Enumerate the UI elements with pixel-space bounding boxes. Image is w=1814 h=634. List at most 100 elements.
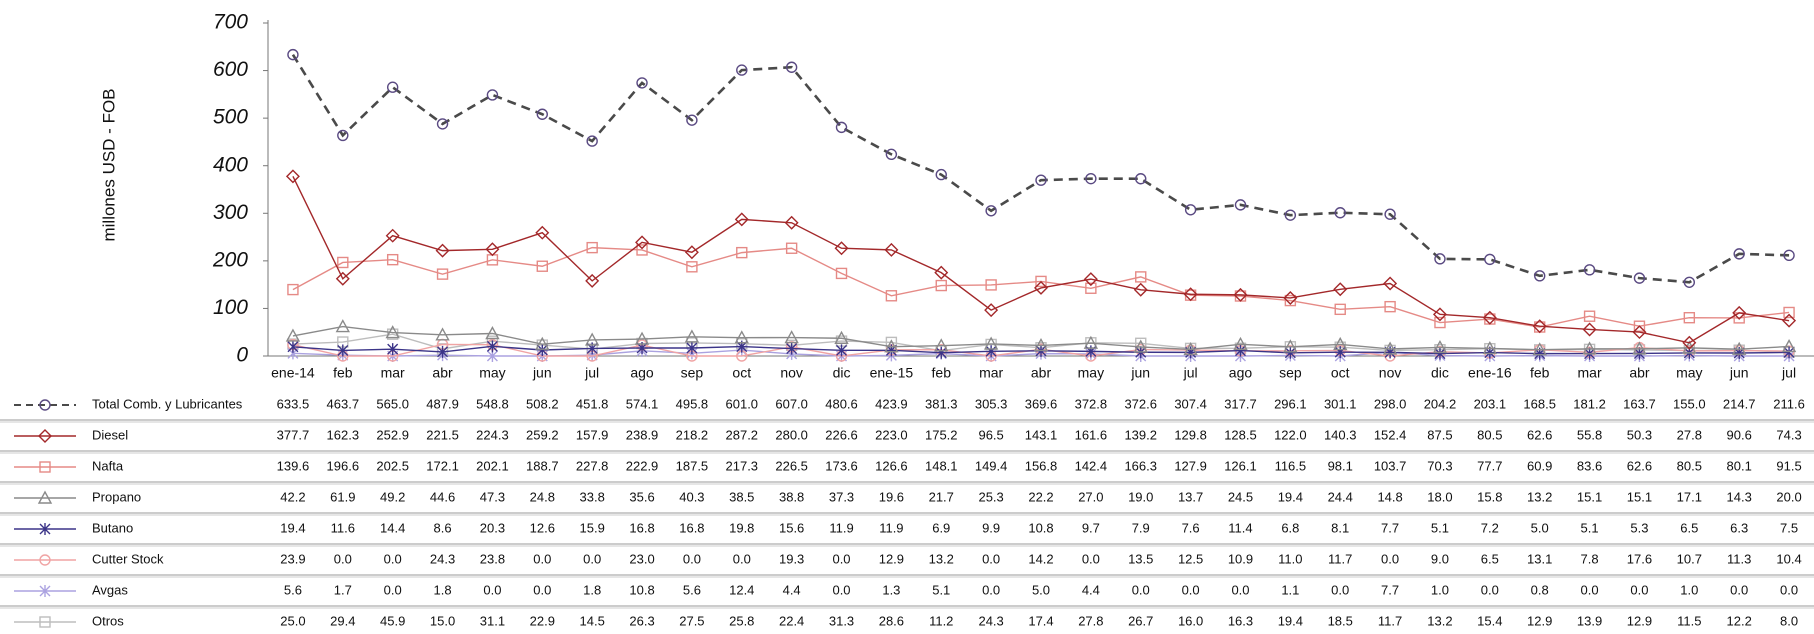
table-cell: 10.8 [1028, 520, 1053, 535]
table-cell: 10.7 [1677, 551, 1702, 566]
table-cell: 14.2 [1028, 551, 1053, 566]
marker [1033, 337, 1049, 352]
marker [39, 523, 51, 535]
table-cell: 12.9 [1527, 613, 1552, 628]
table-cell: 222.9 [626, 458, 659, 473]
marker [686, 342, 698, 355]
marker [1683, 312, 1696, 324]
marker [1783, 306, 1795, 319]
marker [1133, 282, 1148, 297]
marker [1284, 294, 1297, 307]
table-cell: 8.6 [434, 520, 452, 535]
marker [784, 330, 799, 344]
marker [584, 332, 600, 346]
table-cell: 1.3 [882, 582, 900, 597]
table-cell: 149.4 [975, 458, 1008, 473]
table-cell: 12.9 [1627, 613, 1652, 628]
table-cell: 21.7 [929, 489, 954, 504]
y-tick-label: 100 [213, 296, 248, 319]
marker [734, 212, 749, 227]
table-cell: 23.9 [280, 551, 305, 566]
table-cell: 1.7 [334, 582, 352, 597]
table-cell: 214.7 [1723, 396, 1756, 411]
table-cell: 11.9 [829, 520, 853, 535]
table-cell: 42.2 [280, 489, 305, 504]
marker [786, 342, 798, 355]
table-cell: 62.6 [1627, 458, 1652, 473]
table-cell: 7.7 [1381, 582, 1399, 597]
marker [1334, 303, 1346, 316]
table-cell: 19.0 [1128, 489, 1153, 504]
table-cell: 6.8 [1281, 520, 1299, 535]
marker [1532, 342, 1547, 356]
table-cell: 0.0 [1182, 582, 1200, 597]
table-cell: 12.6 [530, 520, 555, 535]
series-line [292, 325, 1790, 351]
marker [585, 273, 600, 288]
table-cell: 1.8 [434, 582, 452, 597]
table-cell: 372.8 [1075, 396, 1108, 411]
legend-label: Propano [92, 489, 141, 504]
marker [1583, 310, 1596, 322]
x-tick-label: abr [1031, 365, 1052, 381]
table-cell: 0.0 [832, 582, 850, 597]
table-cell: 0.0 [384, 551, 402, 566]
table-cell: 143.1 [1025, 427, 1058, 442]
x-tick-label: may [1676, 365, 1702, 381]
table-cell: 11.7 [1378, 613, 1402, 628]
marker [1783, 249, 1795, 262]
table-cell: 37.3 [829, 489, 854, 504]
marker [1582, 341, 1597, 355]
table-cell: 25.0 [280, 613, 305, 628]
table-cell: 23.8 [480, 551, 505, 566]
x-tick-label: mar [381, 365, 405, 381]
x-tick-label: ene-15 [870, 365, 914, 381]
table-cell: 305.3 [975, 396, 1008, 411]
marker [1434, 347, 1446, 360]
table-cell: 377.7 [277, 427, 310, 442]
table-cell: 98.1 [1328, 458, 1353, 473]
table-cell: 4.4 [783, 582, 801, 597]
marker [1733, 248, 1745, 260]
table-cell: 487.9 [426, 396, 459, 411]
x-tick-label: abr [1629, 365, 1650, 381]
table-cell: 6.3 [1730, 520, 1748, 535]
table-cell: 38.5 [729, 489, 754, 504]
table-cell: 80.5 [1677, 458, 1702, 473]
marker [984, 303, 999, 318]
x-tick-label: feb [932, 365, 952, 381]
marker [1035, 275, 1047, 288]
table-cell: 27.8 [1677, 427, 1702, 442]
table-cell: 13.2 [1427, 613, 1452, 628]
table-cell: 14.3 [1727, 489, 1752, 504]
marker [1034, 280, 1048, 295]
table-cell: 24.5 [1228, 489, 1253, 504]
marker [1682, 335, 1697, 350]
marker [1234, 199, 1247, 211]
marker [1632, 341, 1647, 355]
marker [885, 148, 898, 161]
marker [834, 241, 849, 256]
marker [1284, 209, 1297, 221]
table-cell: 607.0 [775, 396, 808, 411]
marker [985, 345, 997, 358]
table-cell: 296.1 [1274, 396, 1307, 411]
marker [1183, 287, 1198, 302]
table-cell: 28.6 [879, 613, 904, 628]
table-cell: 38.8 [779, 489, 804, 504]
table-cell: 226.5 [775, 458, 808, 473]
table-cell: 155.0 [1673, 396, 1706, 411]
table-cell: 5.6 [284, 582, 302, 597]
table-cell: 259.2 [526, 427, 559, 442]
table-cell: 128.5 [1224, 427, 1257, 442]
table-cell: 12.9 [879, 551, 904, 566]
marker [884, 242, 899, 257]
table-cell: 61.9 [330, 489, 355, 504]
table-cell: 20.0 [1776, 489, 1801, 504]
table-cell: 0.0 [533, 551, 551, 566]
marker [635, 235, 650, 250]
table-cell: 0.0 [1780, 582, 1798, 597]
table-cell: 126.1 [1224, 458, 1257, 473]
table-cell: 24.8 [530, 489, 555, 504]
table-cell: 317.7 [1224, 396, 1257, 411]
